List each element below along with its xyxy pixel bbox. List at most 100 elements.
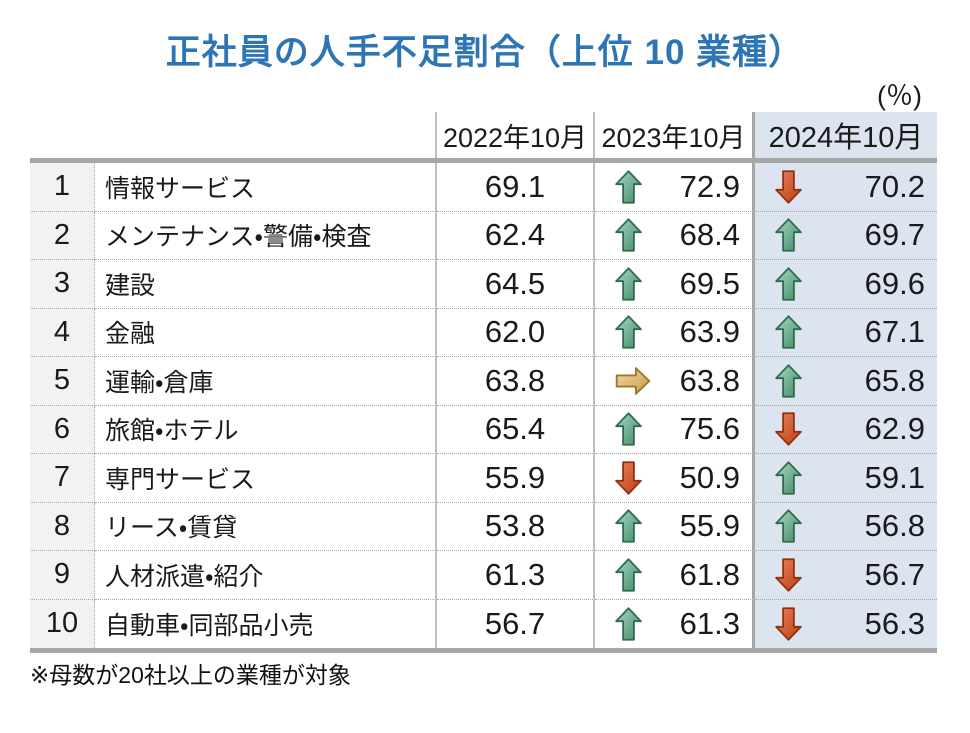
- value-2022-cell: 56.7: [437, 599, 595, 648]
- value-2024-cell: 67.1: [755, 308, 937, 357]
- value-2024-text: 56.8: [864, 508, 925, 544]
- value-2023-text: 55.9: [679, 508, 740, 544]
- up-arrow-icon: [775, 315, 802, 349]
- value-2023-text: 63.8: [679, 362, 740, 398]
- value-2024-text: 56.3: [864, 605, 925, 641]
- value-2023-cell: 55.9: [595, 502, 755, 551]
- header-2023: 2023年10月: [595, 112, 755, 158]
- value-2022-cell: 61.3: [437, 551, 595, 600]
- value-2023-text: 68.4: [679, 217, 740, 253]
- header-industry: [95, 112, 437, 158]
- unit-label: (％): [877, 81, 922, 111]
- up-arrow-icon: [615, 218, 642, 252]
- rank-cell: 5: [30, 357, 95, 406]
- up-arrow-icon: [775, 267, 802, 301]
- value-2023-cell: 61.8: [595, 551, 755, 600]
- value-2024-text: 69.7: [864, 217, 925, 253]
- value-2022-cell: 69.1: [437, 163, 595, 212]
- value-2023-cell: 50.9: [595, 454, 755, 503]
- header-2024: 2024年10月: [755, 112, 937, 158]
- value-2023-cell: 63.9: [595, 308, 755, 357]
- industry-cell: メンテナンス・警備・検査: [95, 211, 437, 260]
- down-arrow-icon: [775, 170, 802, 204]
- value-2024-text: 56.7: [864, 556, 925, 592]
- rank-cell: 6: [30, 405, 95, 454]
- header-rank: [30, 112, 95, 158]
- value-2022-cell: 65.4: [437, 405, 595, 454]
- value-2023-cell: 75.6: [595, 405, 755, 454]
- value-2023-text: 75.6: [679, 411, 740, 447]
- value-2022-cell: 55.9: [437, 454, 595, 503]
- value-2024-cell: 56.8: [755, 502, 937, 551]
- value-2022-cell: 53.8: [437, 502, 595, 551]
- page-title: 正社員の人手不足割合（上位 10 業種）: [165, 33, 805, 72]
- rank-cell: 10: [30, 599, 95, 648]
- up-arrow-icon: [775, 218, 802, 252]
- shortage-table: 2022年10月 2023年10月 2024年10月 1 情報サービス 69.1 72…: [30, 112, 937, 653]
- value-2023-cell: 72.9: [595, 163, 755, 212]
- value-2024-cell: 62.9: [755, 405, 937, 454]
- industry-cell: 自動車・同部品小売: [95, 599, 437, 648]
- value-2024-text: 65.8: [864, 362, 925, 398]
- industry-cell: 金融: [95, 308, 437, 357]
- industry-cell: 人材派遣・紹介: [95, 551, 437, 600]
- value-2024-cell: 69.7: [755, 211, 937, 260]
- value-2023-text: 63.9: [679, 314, 740, 350]
- up-arrow-icon: [615, 267, 642, 301]
- up-arrow-icon: [615, 170, 642, 204]
- value-2024-cell: 56.3: [755, 599, 937, 648]
- rank-cell: 7: [30, 454, 95, 503]
- industry-cell: 専門サービス: [95, 454, 437, 503]
- value-2023-text: 61.3: [679, 605, 740, 641]
- up-arrow-icon: [615, 607, 642, 641]
- up-arrow-icon: [775, 509, 802, 543]
- value-2024-text: 70.2: [864, 168, 925, 204]
- down-arrow-icon: [615, 461, 642, 495]
- industry-cell: 運輸・倉庫: [95, 357, 437, 406]
- value-2024-text: 62.9: [864, 411, 925, 447]
- value-2022-cell: 64.5: [437, 260, 595, 309]
- value-2023-text: 61.8: [679, 556, 740, 592]
- rank-cell: 2: [30, 211, 95, 260]
- up-arrow-icon: [615, 412, 642, 446]
- industry-cell: 建設: [95, 260, 437, 309]
- value-2023-cell: 68.4: [595, 211, 755, 260]
- down-arrow-icon: [775, 412, 802, 446]
- value-2024-cell: 65.8: [755, 357, 937, 406]
- rank-cell: 9: [30, 551, 95, 600]
- header-2022: 2022年10月: [437, 112, 595, 158]
- down-arrow-icon: [775, 558, 802, 592]
- value-2022-cell: 62.0: [437, 308, 595, 357]
- industry-cell: 情報サービス: [95, 163, 437, 212]
- table-bottom-border: [30, 648, 937, 653]
- rank-cell: 8: [30, 502, 95, 551]
- value-2024-text: 67.1: [864, 314, 925, 350]
- rank-cell: 3: [30, 260, 95, 309]
- rank-cell: 4: [30, 308, 95, 357]
- value-2024-text: 69.6: [864, 265, 925, 301]
- up-arrow-icon: [615, 509, 642, 543]
- value-2024-cell: 69.6: [755, 260, 937, 309]
- header-divider: [30, 158, 937, 163]
- value-2022-cell: 63.8: [437, 357, 595, 406]
- industry-cell: リース・賃貸: [95, 502, 437, 551]
- industry-cell: 旅館・ホテル: [95, 405, 437, 454]
- value-2023-text: 72.9: [679, 168, 740, 204]
- value-2023-cell: 69.5: [595, 260, 755, 309]
- down-arrow-icon: [775, 607, 802, 641]
- value-2024-cell: 56.7: [755, 551, 937, 600]
- value-2024-text: 59.1: [864, 459, 925, 495]
- value-2024-cell: 59.1: [755, 454, 937, 503]
- right-arrow-icon: [615, 366, 651, 395]
- value-2022-cell: 62.4: [437, 211, 595, 260]
- up-arrow-icon: [775, 461, 802, 495]
- up-arrow-icon: [615, 558, 642, 592]
- up-arrow-icon: [615, 315, 642, 349]
- value-2024-cell: 70.2: [755, 163, 937, 212]
- up-arrow-icon: [775, 364, 802, 398]
- value-2023-text: 69.5: [679, 265, 740, 301]
- footnote: ※母数が20社以上の業種が対象: [30, 662, 351, 688]
- value-2023-text: 50.9: [679, 459, 740, 495]
- rank-cell: 1: [30, 163, 95, 212]
